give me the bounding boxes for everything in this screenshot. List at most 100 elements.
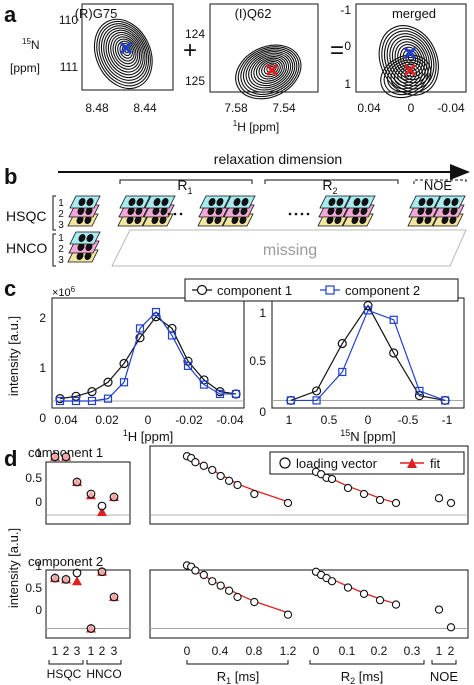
- data-point-component2: [312, 396, 321, 405]
- tile-pink-peak: [425, 207, 433, 215]
- tile-pink-peak: [327, 207, 335, 215]
- tile-cyan-peak: [86, 234, 94, 242]
- legend-marker-fit: [407, 458, 417, 468]
- contour-peak-merged: [378, 25, 439, 99]
- tile-pink-peak: [215, 207, 223, 215]
- spectrum-g75-frame: [81, 3, 174, 91]
- loading-vector-point: [199, 570, 208, 580]
- series-line-1: [290, 304, 446, 402]
- panel-a-ylabel: 15N: [22, 37, 40, 52]
- loading-vector-point: [327, 577, 337, 586]
- loading-vector-point: [391, 498, 401, 508]
- panel-c-left-plot: [52, 307, 244, 406]
- ellipsis-dots: [161, 212, 310, 216]
- data-point-component2: [151, 307, 161, 317]
- c-left-xtick-minus002: -0.02: [175, 413, 203, 427]
- data-point-component1: [337, 338, 347, 349]
- legend-marker-component2: [325, 285, 335, 295]
- c-right-xtick-1: 1: [286, 413, 293, 427]
- contour-ring: [117, 40, 135, 62]
- contour-ring: [263, 62, 279, 76]
- tile-yellow-peak: [351, 216, 359, 224]
- merged-xtick-004: 0.04: [357, 101, 381, 115]
- d-xtick-hnco-3: 3: [111, 644, 118, 658]
- loading-vector-point: [61, 452, 71, 462]
- loading-vector-point: [72, 477, 82, 487]
- d-xtick-r2-0: 0: [313, 644, 320, 658]
- loading-vector-point: [109, 492, 119, 502]
- loading-vector-point: [446, 498, 456, 508]
- c-left-xtick-002: 0.02: [95, 413, 119, 427]
- data-point-component2: [199, 380, 209, 389]
- loading-vector-point: [391, 600, 401, 609]
- relaxation-dimension-label: relaxation dimension: [214, 151, 342, 167]
- contour-ring: [380, 54, 432, 99]
- data-point-component1: [103, 377, 113, 387]
- panel-label-d: d: [4, 446, 17, 471]
- peak-marker-merged-red: [403, 63, 417, 77]
- c-right-xtick-minus1: -1: [442, 413, 453, 427]
- contour-ring: [98, 23, 150, 84]
- tile-pink-peak: [360, 207, 368, 215]
- merged-ytick-minus1: -1: [340, 3, 351, 17]
- d-group-label-hsqc: HSQC: [47, 667, 82, 681]
- contour-ring: [114, 38, 137, 65]
- data-point-component1: [363, 300, 373, 311]
- panel-c-right-axes: [271, 297, 465, 409]
- tile-pink-peak: [85, 207, 93, 215]
- tile-pink-peak: [77, 207, 85, 215]
- contour-ring: [391, 38, 428, 81]
- g75-ytick-111: 111: [60, 60, 79, 74]
- loading-vector-point: [434, 494, 444, 503]
- contour-ring: [258, 59, 283, 80]
- panel-label-b: b: [4, 164, 17, 189]
- d-r2-axis-label: R2 [ms]: [341, 669, 384, 685]
- tile-yellow-peak: [326, 216, 334, 224]
- tile-yellow-peak: [441, 216, 449, 224]
- merged-xtick-minus004: -0.04: [437, 101, 465, 115]
- c-left-xlabel: 1H [ppm]: [123, 428, 174, 444]
- contour-ring: [387, 59, 426, 93]
- loading-vector-point: [375, 495, 385, 505]
- panel-label-a: a: [4, 2, 17, 27]
- data-point-component1: [311, 386, 322, 396]
- d-xtick-r1-12: 1.2: [280, 644, 297, 658]
- group-label-noe: NOE: [424, 178, 453, 193]
- row-label-hnco: HNCO: [6, 240, 47, 256]
- q62-ytick-125: 125: [185, 74, 205, 88]
- loading-vector-point: [216, 581, 225, 590]
- hsqc-index-1: 1: [58, 198, 64, 209]
- data-point-component2: [363, 306, 373, 315]
- tile-yellow-peak: [159, 216, 167, 224]
- contour-ring: [237, 46, 300, 98]
- tile-pink-peak: [232, 207, 240, 215]
- contour-ring: [393, 64, 420, 87]
- panel-c-ylabel: intensity [a.u.]: [6, 316, 21, 396]
- loading-vector-point: [97, 567, 107, 577]
- bracket-2: [413, 179, 467, 184]
- tile-yellow-peak: [76, 252, 84, 260]
- d-xtick-hsqc-3: 3: [74, 644, 81, 658]
- contour-ring: [100, 25, 148, 81]
- c-right-xtick-0: 0: [365, 413, 372, 427]
- panel-d-plots: [46, 451, 468, 633]
- contour-ring: [386, 33, 433, 87]
- tile-yellow-peak: [84, 216, 92, 224]
- tile-cyan-peak: [336, 198, 344, 206]
- panel-a-ylabel-unit: [ppm]: [10, 61, 40, 75]
- contour-ring: [383, 30, 435, 90]
- d-group-label-hnco: HNCO: [86, 667, 121, 681]
- legend-label-component1: component 1: [217, 283, 292, 298]
- tile-cyan-peak: [78, 198, 86, 206]
- tile-yellow-peak: [334, 216, 342, 224]
- c-right-xtick-minus05: -0.5: [398, 413, 419, 427]
- tile-yellow-peak: [134, 216, 142, 224]
- data-point-component2: [87, 396, 97, 406]
- c-left-xtick-minus004: -0.04: [216, 413, 244, 427]
- loading-vector-point: [434, 605, 444, 614]
- tile-pink-peak: [450, 207, 458, 215]
- data-point-component2: [55, 396, 65, 406]
- tile-cyan-peak: [86, 198, 94, 206]
- contour-ring: [378, 25, 439, 96]
- panel-a-xlabel: 1H [ppm]: [233, 119, 279, 134]
